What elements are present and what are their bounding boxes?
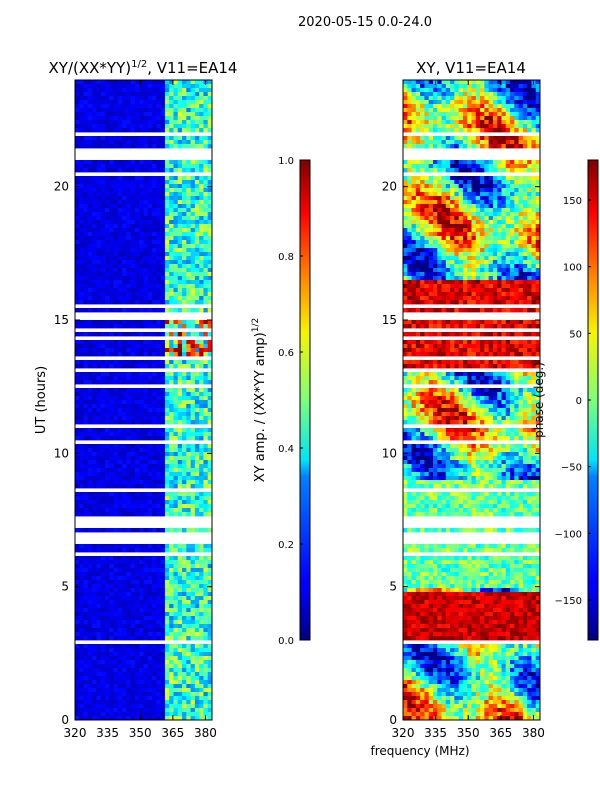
amplitude-heatmap [75, 80, 212, 720]
amplitude-colorbar-label: XY amp. / (XX*YY amp)1/2 [251, 318, 268, 482]
x-tick-label: 320 [64, 726, 87, 740]
y-tick-label: 20 [382, 180, 397, 194]
x-tick-label: 350 [457, 726, 480, 740]
amplitude-x-axis: 320 335 350 365 380 [64, 80, 217, 740]
y-tick-label: 10 [382, 446, 397, 460]
y-tick-label: 15 [54, 313, 69, 327]
amplitude-colorbar-gradient [299, 159, 311, 641]
amplitude-plot-frame [74, 79, 213, 721]
colorbar-tick-label: 0.2 [278, 540, 294, 551]
x-tick-label: 335 [424, 726, 447, 740]
colorbar-tick-label: −150 [555, 596, 582, 607]
phase-plot-frame [402, 79, 541, 721]
phase-x-axis-label: frequency (MHz) [370, 744, 469, 758]
colorbar-tick-label: 0.0 [278, 636, 294, 647]
x-tick-label: 380 [194, 726, 217, 740]
x-tick-label: 335 [96, 726, 119, 740]
y-tick-label: 5 [61, 580, 69, 594]
phase-colorbar-ticks: 150 100 50 0 −50 −100 −150 [555, 196, 591, 607]
y-tick-label: 20 [54, 180, 69, 194]
colorbar-tick-label: 100 [563, 263, 582, 274]
amplitude-colorbar: 0.0 0.2 0.4 0.6 0.8 1.0 XY amp. / (XX*YY amp)… [251, 156, 311, 647]
phase-heatmap [403, 80, 540, 720]
phase-x-axis: 320 335 350 365 380 [392, 80, 545, 740]
figure-suptitle: 2020-05-15 0.0-24.0 [298, 15, 432, 30]
phase-colorbar: 150 100 50 0 −50 −100 −150 phase (deg.) [532, 159, 599, 641]
amplitude-y-axis-label: UT (hours) [34, 366, 49, 434]
y-tick-label: 10 [54, 446, 69, 460]
phase-y-axis: 0 5 10 15 20 [382, 180, 540, 727]
x-tick-label: 365 [161, 726, 184, 740]
colorbar-tick-label: 0.8 [278, 252, 294, 263]
y-tick-label: 0 [61, 713, 69, 727]
amplitude-colorbar-ticks: 0.0 0.2 0.4 0.6 0.8 1.0 [278, 156, 303, 647]
phase-panel: XY, V11=EA14 320 335 350 365 380 0 5 10 15 20 fr… [370, 59, 544, 758]
amplitude-panel: XY/(XX*YY)1/2, V11=EA14 320 335 350 365 380 … [34, 59, 237, 740]
x-tick-label: 350 [129, 726, 152, 740]
x-tick-label: 320 [392, 726, 415, 740]
y-tick-label: 5 [389, 580, 397, 594]
colorbar-tick-label: 0.6 [278, 348, 294, 359]
colorbar-tick-label: 0.4 [278, 444, 294, 455]
colorbar-tick-label: 50 [569, 329, 582, 340]
phase-colorbar-label: phase (deg.) [532, 362, 546, 438]
amplitude-y-axis: 0 5 10 15 20 [54, 180, 212, 727]
colorbar-tick-label: −50 [561, 463, 582, 474]
y-tick-label: 15 [382, 313, 397, 327]
amplitude-panel-title: XY/(XX*YY)1/2, V11=EA14 [49, 59, 238, 77]
colorbar-tick-label: 1.0 [278, 156, 294, 167]
colorbar-tick-label: −100 [555, 529, 582, 540]
phase-panel-title: XY, V11=EA14 [416, 59, 526, 77]
x-tick-label: 365 [489, 726, 512, 740]
colorbar-tick-label: 150 [563, 196, 582, 207]
x-tick-label: 380 [522, 726, 545, 740]
colorbar-tick-label: 0 [576, 396, 582, 407]
y-tick-label: 0 [389, 713, 397, 727]
